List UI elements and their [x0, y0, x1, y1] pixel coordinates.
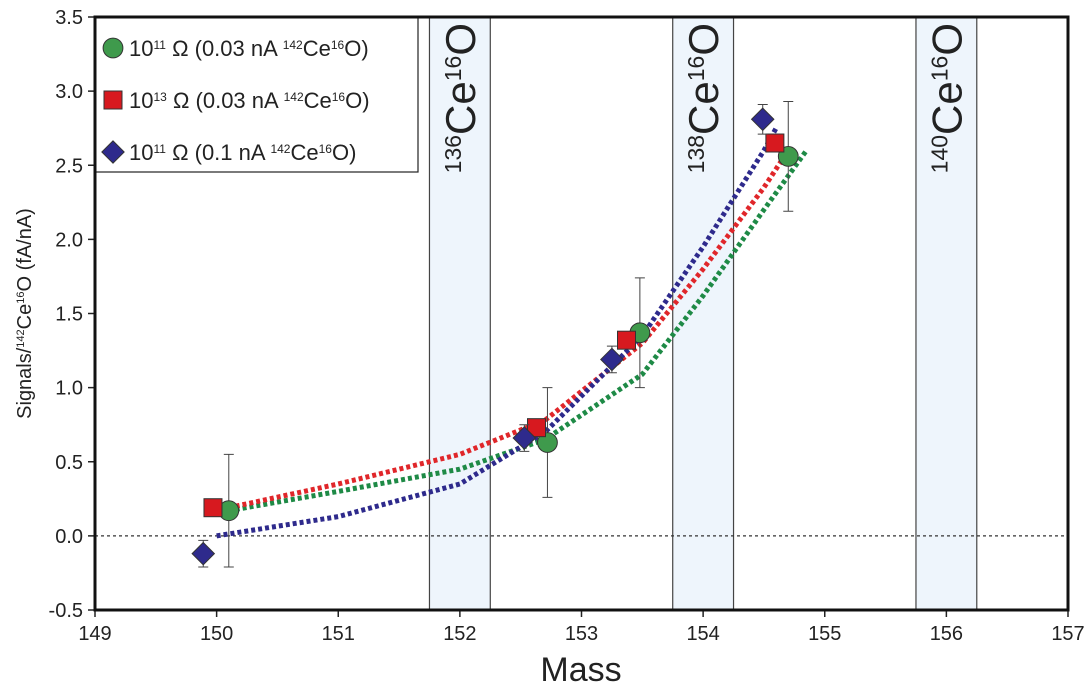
text-part: 142 [284, 90, 304, 104]
text-part: Ce [923, 81, 970, 135]
text-part: Ω (0.1 nA [166, 140, 271, 165]
data-point [600, 347, 624, 372]
y-axis-title: Signals/142Ce16O (fA/nA) [14, 208, 36, 419]
text-part: Ce [14, 304, 36, 330]
data-point [526, 418, 546, 438]
text-part: 11 [153, 38, 166, 52]
data-point [537, 432, 558, 453]
legend-box [94, 16, 419, 173]
y-tick-label: 1.0 [55, 378, 83, 400]
text-part: 16 [332, 90, 346, 104]
text-part: 140 [927, 135, 953, 173]
x-tick-label: 149 [78, 623, 111, 645]
text-part: 142 [283, 38, 303, 52]
text-part: 16 [440, 56, 466, 82]
text-part: 10 [129, 140, 153, 165]
legend-label: 1013 Ω (0.03 nA 142Ce16O) [129, 88, 370, 113]
y-tick-label: 2.0 [55, 229, 83, 251]
text-part: Signals/ [14, 347, 36, 419]
text-part: 138 [683, 135, 709, 173]
text-part: 10 [129, 36, 153, 61]
text-part: 16 [319, 142, 333, 156]
x-tick-label: 157 [1051, 623, 1084, 645]
text-part: 142 [270, 142, 290, 156]
highlight-band [428, 16, 491, 611]
x-axis-title: Mass [540, 651, 621, 689]
text-part: 13 [153, 90, 167, 104]
text-part: Ω (0.03 nA [167, 88, 284, 113]
x-tick-label: 152 [443, 623, 476, 645]
y-tick-label: 3.5 [55, 7, 83, 29]
text-part: 136 [440, 135, 466, 173]
text-part: 16 [331, 38, 345, 52]
text-part: 16 [15, 292, 27, 304]
trend-line [228, 149, 791, 511]
legend-marker [102, 37, 124, 59]
text-part: Ce [290, 140, 318, 165]
text-part: Ce [680, 81, 727, 135]
y-tick-label: 0.5 [55, 452, 83, 474]
x-tick-label: 150 [200, 623, 233, 645]
y-tick-label: 0.0 [55, 526, 83, 548]
text-part: O) [332, 140, 356, 165]
text-part: O [680, 23, 727, 56]
text-part: 10 [129, 88, 153, 113]
band-label: 136Ce16O [437, 23, 484, 173]
data-point [203, 498, 223, 518]
legend-marker [103, 90, 123, 110]
data-point [765, 133, 785, 153]
text-part: 142 [15, 329, 27, 347]
x-tick-label: 155 [808, 623, 841, 645]
data-point [512, 426, 537, 450]
y-tick-label: -0.5 [49, 600, 83, 622]
band-label: 138Ce16O [680, 23, 727, 173]
y-tick-label: 2.5 [55, 155, 83, 177]
legend-label: 1011 Ω (0.03 nA 142Ce16O) [129, 36, 369, 61]
y-tick-label: 1.5 [55, 304, 83, 326]
legend-marker [101, 140, 125, 164]
legend-label: 1011 Ω (0.1 nA 142Ce16O) [129, 140, 356, 165]
text-part: O (fA/nA) [14, 208, 36, 291]
text-part: Ce [303, 36, 331, 61]
text-part: O [437, 23, 484, 56]
text-part: 16 [683, 56, 709, 82]
trend-line [216, 126, 779, 539]
text-part: O) [345, 88, 369, 113]
text-part: Ce [437, 81, 484, 135]
band-label: 140Ce16O [923, 23, 970, 173]
text-part: O) [344, 36, 368, 61]
x-tick-label: 153 [565, 623, 598, 645]
x-tick-label: 151 [322, 623, 355, 645]
plot-frame [93, 15, 1070, 612]
text-part: O [923, 23, 970, 56]
text-part: Ω (0.03 nA [166, 36, 283, 61]
data-point [191, 541, 216, 566]
text-part: 16 [927, 56, 953, 82]
highlight-band [672, 16, 735, 611]
data-point [617, 330, 637, 350]
x-tick-label: 156 [930, 623, 963, 645]
x-tick-label: 154 [686, 623, 719, 645]
text-part: 11 [153, 142, 166, 156]
y-tick-label: 3.0 [55, 81, 83, 103]
text-part: Ce [304, 88, 332, 113]
data-point [750, 107, 775, 132]
